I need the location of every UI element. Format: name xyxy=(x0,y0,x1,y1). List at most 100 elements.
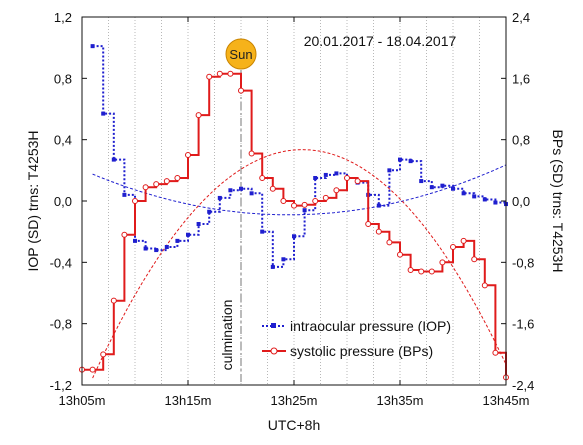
y-right-tick-label: 0,0 xyxy=(512,194,530,209)
data-point-iop xyxy=(239,186,243,191)
data-point-iop xyxy=(196,222,201,226)
data-point-bps xyxy=(110,297,117,304)
legend: intraocular pressure (IOP) systolic pres… xyxy=(262,318,451,359)
series xyxy=(79,44,509,381)
x-axis-label: UTC+8h xyxy=(268,417,321,433)
sun-label: Sun xyxy=(229,47,252,62)
data-point-iop xyxy=(313,176,318,180)
y-left-tick-label: 0,4 xyxy=(54,133,72,148)
data-point-bps xyxy=(492,349,499,356)
x-tick-label: 13h45m xyxy=(483,393,530,408)
data-point-iop xyxy=(334,171,339,176)
data-point-bps xyxy=(206,73,213,80)
y-right-tick-label: -1,6 xyxy=(512,317,534,332)
y-axis-right-label: BPs (SD) trns: T4253H xyxy=(550,130,566,273)
x-tick-label: 13h05m xyxy=(59,393,106,408)
x-tick-label: 13h15m xyxy=(165,393,212,408)
data-point-bps xyxy=(418,268,425,275)
legend-iop-label: intraocular pressure (IOP) xyxy=(290,318,451,334)
legend-bps-label: systolic pressure (BPs) xyxy=(290,343,433,359)
data-point-bps xyxy=(407,267,414,273)
data-point-bps xyxy=(153,181,160,188)
data-point-iop xyxy=(493,200,498,205)
data-point-iop xyxy=(302,208,307,213)
data-point-iop xyxy=(376,203,381,208)
data-point-bps xyxy=(312,198,319,204)
data-point-iop xyxy=(175,238,180,243)
data-point-bps xyxy=(227,70,234,77)
y-left-tick-label: -0,4 xyxy=(50,255,72,270)
legend-bps-marker xyxy=(270,347,278,355)
y-left-tick-label: -1,2 xyxy=(50,378,72,393)
data-point-bps xyxy=(238,87,244,94)
data-point-bps xyxy=(291,202,297,209)
data-point-bps xyxy=(428,268,435,275)
data-point-bps xyxy=(354,178,361,185)
data-point-iop xyxy=(398,157,402,162)
data-point-iop xyxy=(207,209,212,214)
y-left-tick-label: 1,2 xyxy=(54,10,72,25)
data-point-bps xyxy=(280,198,287,204)
data-point-iop xyxy=(154,248,159,253)
y-left-tick-label: -0,8 xyxy=(50,317,72,332)
data-point-bps xyxy=(121,231,128,238)
data-point-iop xyxy=(133,238,137,243)
data-point-bps xyxy=(333,187,340,194)
data-point-iop xyxy=(270,264,275,269)
data-point-iop xyxy=(186,232,190,237)
data-point-bps xyxy=(375,228,382,235)
data-point-bps xyxy=(216,70,223,77)
data-point-bps xyxy=(174,175,181,181)
data-point-iop xyxy=(323,172,328,177)
data-point-iop xyxy=(440,183,445,188)
x-tick-label: 13h25m xyxy=(271,393,318,408)
data-point-iop xyxy=(143,246,148,251)
y-right-tick-label: 2,4 xyxy=(512,10,530,25)
data-point-bps xyxy=(365,221,372,227)
data-point-bps xyxy=(89,366,96,373)
data-point-iop xyxy=(387,168,392,173)
series-line-iop xyxy=(92,45,507,268)
data-point-iop xyxy=(281,257,286,262)
data-point-iop xyxy=(101,111,106,116)
data-point-bps xyxy=(322,194,329,201)
data-point-bps xyxy=(259,175,266,181)
data-point-iop xyxy=(122,192,127,197)
data-point-bps xyxy=(142,184,149,191)
data-point-bps xyxy=(269,185,276,192)
data-point-iop xyxy=(249,191,254,196)
data-point-iop xyxy=(419,179,424,184)
trend-line-iop xyxy=(92,164,507,216)
data-point-bps xyxy=(195,112,202,119)
y-right-tick-label: 0,8 xyxy=(512,133,530,148)
y-right-tick-label: -0,8 xyxy=(512,255,534,270)
sun-marker: Sun xyxy=(225,38,257,70)
culmination-label: culmination xyxy=(219,300,235,371)
trend-lines xyxy=(92,149,507,379)
data-point-bps xyxy=(471,256,478,263)
data-point-bps xyxy=(344,175,350,181)
data-point-iop xyxy=(111,157,116,162)
data-point-iop xyxy=(408,159,413,164)
data-point-bps xyxy=(248,150,255,157)
data-point-iop xyxy=(228,188,233,193)
data-point-bps xyxy=(386,239,393,246)
data-point-bps xyxy=(481,282,488,289)
sun-icon xyxy=(225,38,257,70)
trend-line-bps xyxy=(92,149,507,379)
y-right-tick-label: 1,6 xyxy=(512,71,530,86)
data-point-iop xyxy=(164,245,169,249)
y-axis-left-label: IOP (SD) trns: T4253H xyxy=(25,130,41,271)
data-point-bps xyxy=(100,351,107,358)
data-point-iop xyxy=(292,234,296,239)
legend-iop-marker xyxy=(271,323,276,328)
data-point-iop xyxy=(482,197,487,202)
data-point-bps xyxy=(460,237,467,244)
data-point-bps xyxy=(163,178,170,185)
data-point-iop xyxy=(461,191,466,196)
y-left-tick-label: 0,8 xyxy=(54,71,72,86)
y-left-tick-label: 0,0 xyxy=(54,194,72,209)
data-point-bps xyxy=(439,259,446,266)
date-range-label: 20.01.2017 - 18.04.2017 xyxy=(304,33,457,49)
axes: 13h05m 13h15m 13h25m 13h35m 13h45m -1,2 -0,8 -0… xyxy=(50,10,535,408)
